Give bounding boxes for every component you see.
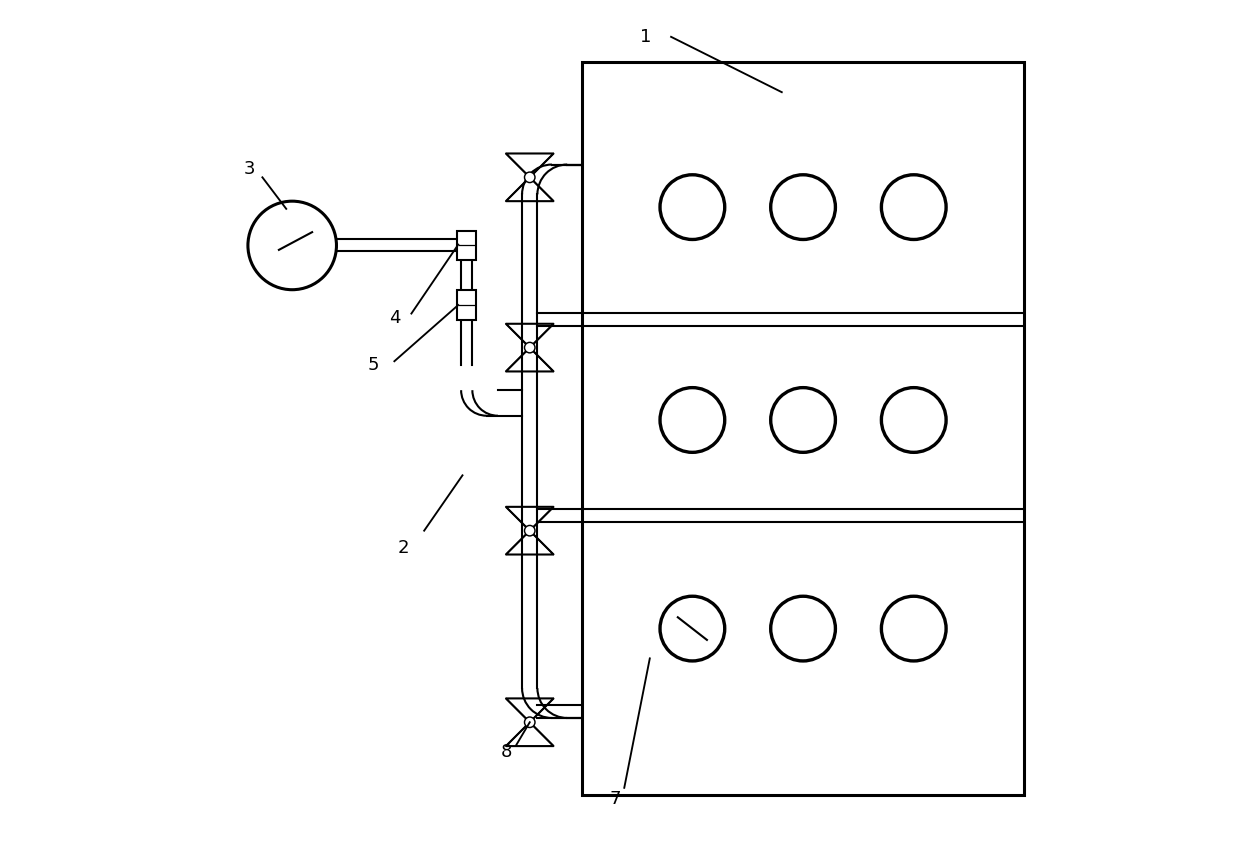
Circle shape: [882, 596, 946, 661]
Circle shape: [882, 387, 946, 452]
Circle shape: [660, 387, 724, 452]
Circle shape: [525, 525, 534, 536]
Circle shape: [525, 172, 534, 183]
Bar: [458, 231, 476, 261]
Bar: [458, 291, 476, 320]
Circle shape: [525, 342, 534, 353]
Circle shape: [660, 596, 724, 661]
Circle shape: [882, 175, 946, 239]
Bar: [582, 63, 1024, 794]
Circle shape: [525, 717, 534, 728]
Circle shape: [248, 201, 336, 290]
Text: 8: 8: [501, 743, 512, 761]
Text: 7: 7: [610, 790, 621, 808]
Text: 5: 5: [367, 356, 379, 374]
Text: 1: 1: [640, 27, 651, 45]
Circle shape: [660, 175, 724, 239]
Text: 4: 4: [388, 309, 401, 327]
Text: 3: 3: [244, 159, 255, 177]
Circle shape: [771, 596, 836, 661]
Text: 2: 2: [397, 539, 409, 557]
Circle shape: [771, 175, 836, 239]
Circle shape: [771, 387, 836, 452]
